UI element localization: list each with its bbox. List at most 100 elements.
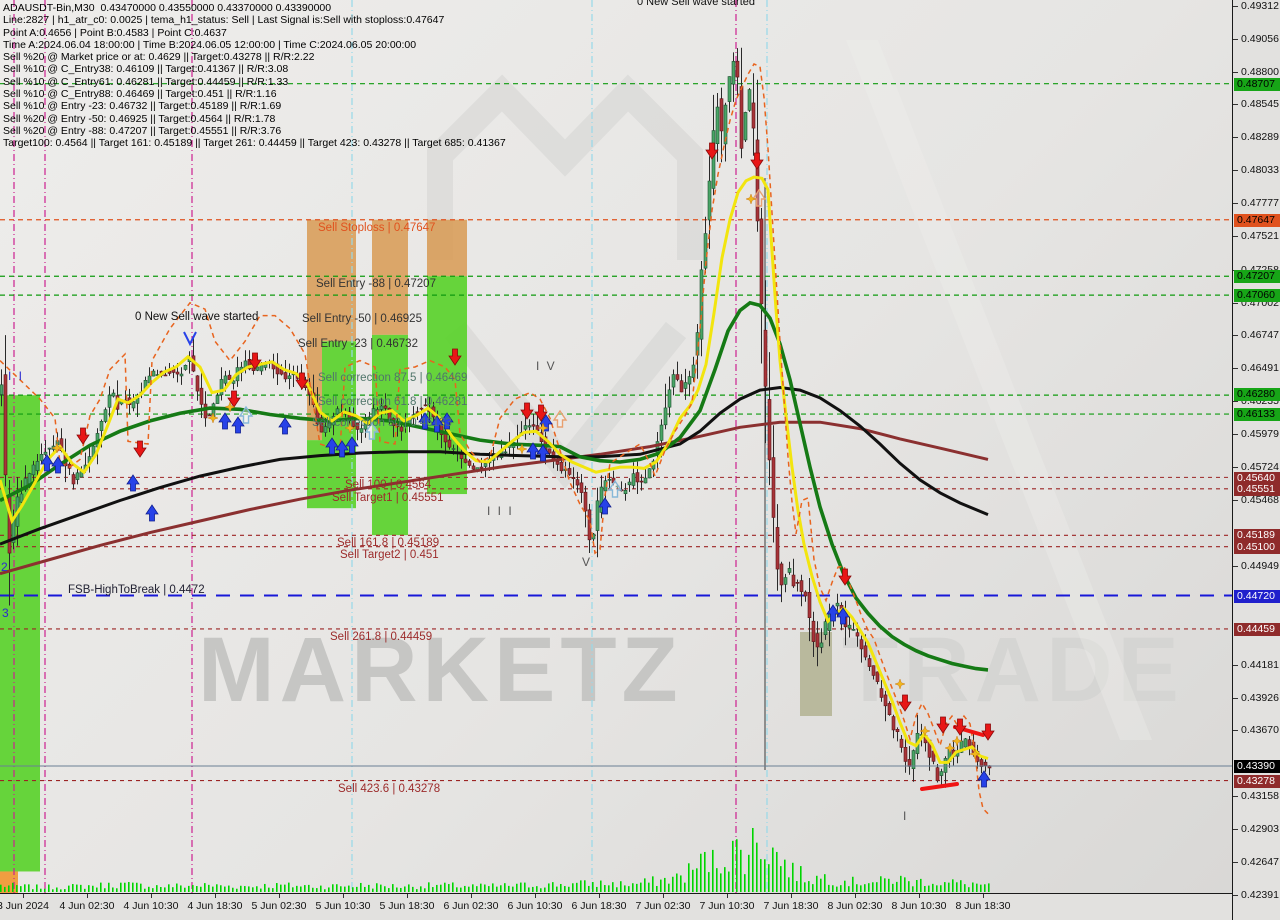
price-tick-label: 0.48033: [1241, 164, 1279, 176]
time-tick-label: 3 Jun 2024: [0, 900, 49, 912]
price-tick-label: 0.44181: [1241, 659, 1279, 671]
axis-tick-mark: [1233, 368, 1238, 369]
info-line: Sell %10 @ Entry -23: 0.46732 || Target:…: [3, 100, 282, 113]
wave-count-label: I: [903, 809, 909, 823]
time-tick-mark: [727, 894, 728, 898]
axis-tick-mark: [1233, 39, 1238, 40]
time-tick-mark: [535, 894, 536, 898]
sell-arrow-icon: [295, 372, 309, 390]
time-tick-mark: [471, 894, 472, 898]
buy-arrow-icon: [145, 504, 159, 522]
buy-arrow-icon: [598, 497, 612, 515]
sell-arrow-icon: [534, 404, 548, 422]
price-tick-label: 0.43670: [1241, 724, 1279, 736]
axis-tick-mark: [1233, 829, 1238, 830]
ma-maroon-line: [0, 420, 989, 576]
time-tick-label: 6 Jun 10:30: [507, 900, 563, 912]
price-axis[interactable]: 0.49312 0.49056 0.48800 0.48545 0.48289 0.480…: [1232, 0, 1280, 920]
buy-arrow-icon: [278, 417, 292, 435]
star-marker-icon: [944, 742, 956, 754]
level-label: Sell correction 87.5 | 0.46469: [318, 372, 468, 384]
price-level-badge: 0.45189: [1234, 529, 1280, 542]
price-tick-label: 0.45468: [1241, 494, 1279, 506]
time-tick-label: 5 Jun 18:30: [379, 900, 435, 912]
info-line: Sell %20 @ Entry -88: 0.47207 || Target:…: [3, 124, 282, 137]
sell-arrow-icon: [936, 716, 950, 734]
sell-arrow-icon: [520, 402, 534, 420]
chart-plot-area[interactable]: MARKETZ TRADE ADAUSDT-Bin,M30 0.43470000…: [0, 0, 1232, 893]
info-line: Sell %20 @ Entry -50: 0.46925 || Target:…: [3, 112, 276, 125]
sell-arrow-icon: [248, 352, 262, 370]
price-level-badge: 0.43390: [1234, 760, 1280, 773]
buy-arrow-icon: [418, 412, 432, 430]
info-line: Point A:0.4656 | Point B:0.4583 | Point …: [3, 26, 227, 39]
ohlc-info-overlay: ADAUSDT-Bin,M30 0.43470000 0.43550000 0.…: [3, 2, 506, 150]
sell-arrow-icon: [898, 694, 912, 712]
price-tick-label: 0.45979: [1241, 428, 1279, 440]
info-line: Time A:2024.06.04 18:00:00 | Time B:2024…: [3, 38, 417, 51]
time-tick-label: 8 Jun 10:30: [891, 900, 947, 912]
star-marker-icon: [537, 422, 549, 434]
level-label: Sell 261.8 | 0.44459: [330, 631, 433, 643]
wave-count-label: 2: [1, 560, 10, 574]
time-tick-label: 7 Jun 10:30: [699, 900, 755, 912]
time-tick-mark: [663, 894, 664, 898]
time-tick-label: 6 Jun 02:30: [443, 900, 499, 912]
time-tick-label: 7 Jun 18:30: [763, 900, 819, 912]
price-level-badge: 0.45551: [1234, 483, 1280, 496]
time-tick-mark: [983, 894, 984, 898]
buy-arrow-icon: [218, 412, 232, 430]
time-tick-mark: [919, 894, 920, 898]
sell-arrow-icon: [76, 427, 90, 445]
time-tick-mark: [855, 894, 856, 898]
buy-arrow-icon: [430, 415, 444, 433]
volume-bars: [0, 827, 990, 892]
sell-arrow-icon: [448, 348, 462, 366]
star-marker-icon: [919, 725, 931, 737]
axis-tick-mark: [1233, 401, 1238, 402]
time-tick-mark: [791, 894, 792, 898]
price-tick-label: 0.45724: [1241, 461, 1279, 473]
time-tick-mark: [279, 894, 280, 898]
time-tick-mark: [87, 894, 88, 898]
axis-tick-mark: [1233, 170, 1238, 171]
price-tick-label: 0.42647: [1241, 856, 1279, 868]
price-level-badge: 0.47060: [1234, 289, 1280, 302]
time-tick-label: 8 Jun 02:30: [827, 900, 883, 912]
buy-arrow-icon: [335, 440, 349, 458]
level-label: Sell 100 | 0.4564: [345, 479, 432, 491]
axis-tick-mark: [1233, 895, 1238, 896]
axis-tick-mark: [1233, 566, 1238, 567]
buy-arrow-icon: [231, 416, 245, 434]
axis-tick-mark: [1233, 303, 1238, 304]
time-tick-label: 4 Jun 18:30: [187, 900, 243, 912]
price-tick-label: 0.49056: [1241, 33, 1279, 45]
axis-tick-mark: [1233, 104, 1238, 105]
atr-trailing-line: [0, 63, 989, 815]
level-label: Sell 161.8 | 0.45189: [337, 537, 440, 549]
ma-green-line: [0, 300, 989, 672]
star-marker-icon: [969, 748, 981, 760]
star-marker-icon: [745, 193, 757, 205]
price-level-badge: 0.43278: [1234, 775, 1280, 788]
axis-tick-mark: [1233, 665, 1238, 666]
price-tick-label: 0.42391: [1241, 889, 1279, 901]
sell-arrow-icon: [981, 723, 995, 741]
level-label: Sell Entry -88 | 0.47207: [316, 278, 436, 290]
chart-canvas[interactable]: [0, 0, 1232, 893]
ma-black-line: [0, 385, 989, 546]
price-level-badge: 0.47647: [1234, 214, 1280, 227]
info-line: Sell %10 @ C_Entry88: 0.46469 || Target:…: [3, 88, 277, 101]
ma-yellow-line: [0, 175, 989, 764]
axis-tick-mark: [1233, 698, 1238, 699]
time-axis[interactable]: 3 Jun 2024 4 Jun 02:30 4 Jun 10:30 4 Jun 18…: [0, 893, 1232, 920]
price-tick-label: 0.43926: [1241, 692, 1279, 704]
signal-arrows: [40, 142, 995, 788]
info-line: Sell %20 @ Market price or at: 0.4629 ||…: [3, 51, 315, 64]
wave-count-label: I V: [536, 359, 557, 373]
info-line: Line:2827 | h1_atr_c0: 0.0025 | tema_h1_…: [3, 14, 445, 27]
level-label: 0 New Sell wave started: [135, 311, 259, 323]
price-tick-label: 0.44949: [1241, 560, 1279, 572]
sell-arrow-icon: [133, 440, 147, 458]
price-tick-label: 0.47777: [1241, 197, 1279, 209]
